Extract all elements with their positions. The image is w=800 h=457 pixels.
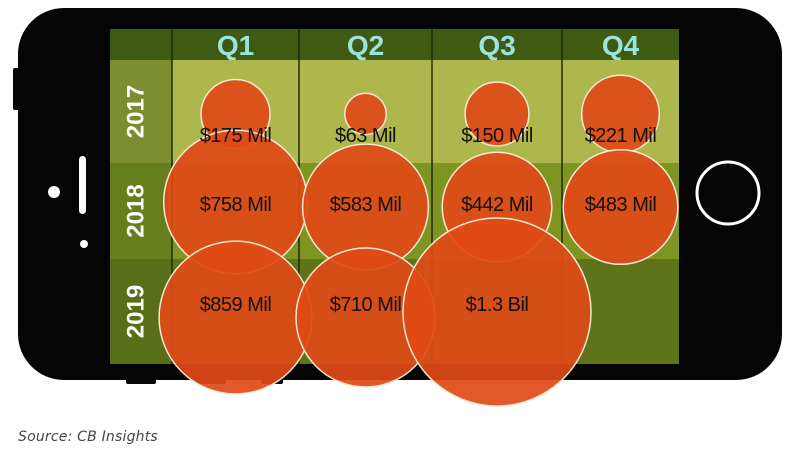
value-label-2019-q3: $1.3 Bil: [466, 294, 529, 316]
value-label-2019-q1: $859 Mil: [200, 294, 272, 316]
column-header-q2: Q2: [347, 30, 384, 61]
value-label-2018-q2: $583 Mil: [330, 194, 402, 216]
bubble-2019-q3: [402, 217, 592, 407]
value-label-2017-q2: $63 Mil: [335, 125, 396, 147]
row-label-cell-2018: [110, 163, 172, 259]
bubble-2017-q3: [464, 81, 530, 147]
value-label-2018-q4: $483 Mil: [585, 194, 657, 216]
phone-speaker-slot: [79, 156, 86, 214]
phone-camera-dot: [48, 186, 60, 198]
column-header-q4: Q4: [602, 30, 640, 61]
value-label-2018-q3: $442 Mil: [461, 194, 533, 216]
source-note: Source: CB Insights: [18, 429, 158, 445]
bubble-2017-q2: [344, 92, 387, 136]
row-label-cell-2017: [110, 60, 172, 163]
bubble-layer: [158, 74, 679, 407]
value-label-2019-q2: $710 Mil: [330, 294, 402, 316]
value-label-2017-q3: $150 Mil: [461, 125, 533, 147]
value-label-2017-q1: $175 Mil: [200, 125, 272, 147]
row-label-2017: 2017: [123, 85, 150, 138]
phone-sensor-dot: [80, 240, 88, 248]
row-label-2019: 2019: [123, 285, 150, 338]
header-band: [110, 29, 679, 60]
value-label-layer: $175 Mil $63 Mil $150 Mil $221 Mil $758 Mil $…: [200, 125, 657, 316]
value-label-2017-q4: $221 Mil: [585, 125, 657, 147]
bubble-2019-q1: [158, 240, 313, 395]
column-header-q3: Q3: [478, 30, 515, 61]
phone-home-button[interactable]: [695, 160, 761, 226]
bubble-2018-q4: [562, 148, 679, 266]
value-label-2018-q1: $758 Mil: [200, 194, 272, 216]
row-label-2018: 2018: [123, 184, 150, 237]
column-header-q1: Q1: [217, 30, 254, 61]
